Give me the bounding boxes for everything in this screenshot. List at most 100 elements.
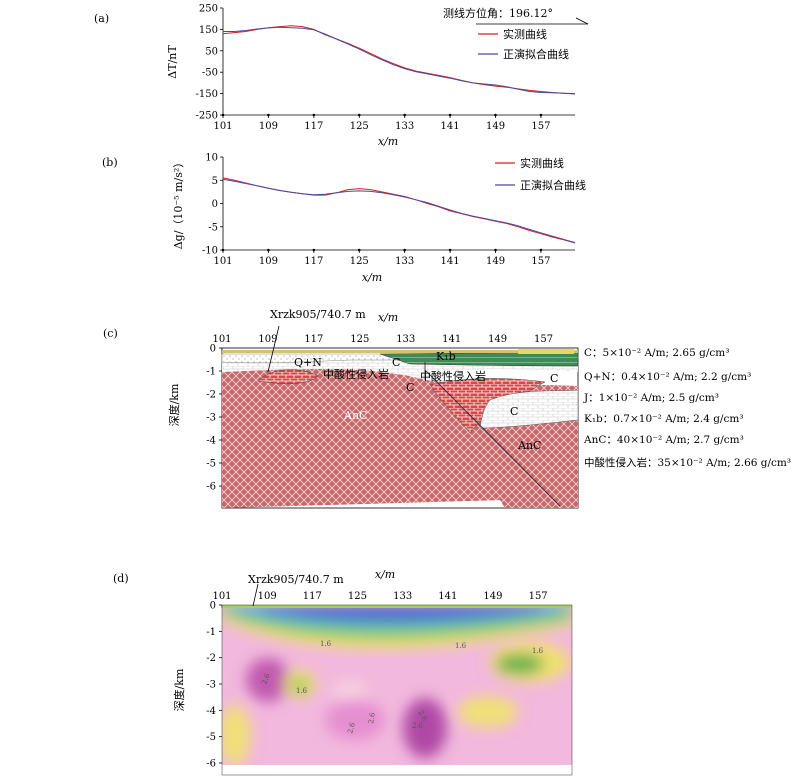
well-marker <box>267 325 280 373</box>
chart-b-ytick-label: 10 <box>205 153 218 164</box>
contour-label-1: 1.6 <box>320 640 332 648</box>
chart-b-xtick-dot <box>448 248 452 252</box>
prop-j: J：1×10⁻² A/m; 2.5 g/cm³ <box>583 392 719 404</box>
panel-b-ticks: 101 109 117 125 133 141 149 157 10 5 0 -5 -10 <box>202 153 551 268</box>
prop-qn: Q+N：0.4×10⁻² A/m; 2.2 g/cm³ <box>584 371 751 383</box>
panel-a-ylabel: ΔT/nT <box>166 45 179 79</box>
section-d-ytick-label: -4 <box>206 706 216 717</box>
panel-b-series <box>222 177 576 244</box>
contour-label-6: 2.6 <box>346 721 357 734</box>
section-d-xtick-label: 149 <box>483 591 502 602</box>
label-anc-2: AnC <box>517 439 541 452</box>
chart-b-series-forward <box>222 178 576 244</box>
chart-a-xtick-dot <box>357 113 361 117</box>
chart-a-xtick-label: 149 <box>486 121 505 132</box>
azimuth-arrow <box>575 17 589 25</box>
contour-label-9: 2.6 <box>412 722 424 730</box>
chart-b-xtick-label: 149 <box>486 256 505 267</box>
chart-a-xtick-dot <box>267 113 270 117</box>
panel-b-axes <box>222 157 575 251</box>
chart-b-xtick-dot <box>403 248 406 252</box>
chart-b-ytick-label: 5 <box>212 176 218 187</box>
chart-b-xtick-dot <box>267 248 270 252</box>
contour-label-2: 1.6 <box>455 642 467 650</box>
prop-k1b: K₁b：0.7×10⁻² A/m; 2.4 g/cm³ <box>584 413 744 425</box>
contour-label-7: 2.6 <box>367 711 377 724</box>
well-marker-d <box>252 583 259 607</box>
prop-anc: AnC：40×10⁻² A/m; 2.7 g/cm³ <box>583 434 744 446</box>
chart-a-xtick-dot <box>539 113 543 117</box>
density-inversion-map: 1.6 1.6 1.6 2.6 1.6 2.6 2.6 2.6 2.6 <box>222 605 572 765</box>
panel-d-frame <box>221 604 573 776</box>
section-d-xtick-label: 117 <box>303 591 322 602</box>
section-c-ytick-label: -5 <box>206 459 216 470</box>
label-intrusion-1: 中酸性侵入岩 <box>323 367 389 381</box>
section-d-ytick-label: 0 <box>210 601 216 612</box>
contour-label-4: 2.6 <box>260 672 272 686</box>
unit-j-surface <box>222 350 578 353</box>
section-c-xtick-label: 117 <box>304 334 323 345</box>
panel-b-xlabel: x/m <box>362 271 382 284</box>
section-d-xtick-label: 101 <box>212 591 231 602</box>
section-c-ytick-label: -6 <box>206 482 216 493</box>
panel-d-xlabel: x/m <box>375 568 395 581</box>
section-d-ytick-label: -3 <box>206 680 216 691</box>
label-intrusion-2: 中酸性侵入岩 <box>420 369 486 383</box>
section-d-ytick-label: -6 <box>206 759 216 770</box>
chart-a-xtick-label: 133 <box>395 121 414 132</box>
unit-c-lower <box>479 389 579 429</box>
chart-b-xtick-label: 125 <box>350 256 369 267</box>
panel-b: (b) Δg/（10⁻⁵ m/s²） 101 109 117 125 133 141 149… <box>102 153 586 285</box>
panel-a: (a) ΔT/nT 101 109 117 125 133 141 149 157 250 150… <box>94 4 589 148</box>
label-qn: Q+N <box>294 356 322 369</box>
chart-b-ytick-label: -10 <box>202 246 218 257</box>
section-c-xtick-label: 101 <box>212 334 231 345</box>
panel-d-ticks: 101 109 117 125 133 141 149 157 0 -1 -2 -3 -4 -5 -6 <box>206 591 547 770</box>
chart-a-ytick-label: 150 <box>199 25 218 36</box>
legend-b-measured: 实测曲线 <box>520 156 564 170</box>
chart-a-series-forward <box>223 26 576 95</box>
chart-b-xtick-label: 141 <box>441 256 460 267</box>
chart-a-xtick-dot <box>494 113 497 117</box>
chart-a-ytick-label: -50 <box>202 68 218 79</box>
unit-yellow-surface <box>518 349 574 354</box>
chart-b-xtick-label: 101 <box>213 256 232 267</box>
chart-a-xtick-label: 109 <box>259 121 278 132</box>
panel-d-well: Xrzk905/740.7 m <box>248 573 344 586</box>
panel-d: (d) Xrzk905/740.7 m x/m 深度/km 101 109 117 1… <box>113 568 573 776</box>
chart-b-xtick-dot <box>357 248 361 252</box>
legend-b-forward: 正演拟合曲线 <box>520 178 586 192</box>
chart-a-xtick-dot <box>403 113 406 117</box>
panel-a-series <box>222 25 576 95</box>
section-d-xtick-label: 133 <box>393 591 412 602</box>
section-c-xtick-label: 125 <box>350 334 369 345</box>
chart-b-ytick-label: -5 <box>208 222 218 233</box>
unit-k1b <box>379 351 579 367</box>
section-d-ytick-label: -5 <box>206 732 216 743</box>
chart-a-ytick-label: 50 <box>205 46 218 57</box>
panel-c: (c) Xrzk905/740.7 m x/m 深度/km 101 109 117 1… <box>103 308 791 509</box>
chart-b-xtick-label: 133 <box>395 256 414 267</box>
section-d-xtick-label: 157 <box>529 591 548 602</box>
panel-b-ylabel: Δg/（10⁻⁵ m/s²） <box>172 157 185 250</box>
section-c-xtick-label: 133 <box>396 334 415 345</box>
section-c-ytick-label: -4 <box>206 436 216 447</box>
chart-a-ytick-label: -150 <box>196 89 218 100</box>
panel-d-label: (d) <box>113 572 129 585</box>
label-k1b: K₁b <box>436 350 456 363</box>
section-c-ytick-label: 0 <box>210 344 216 355</box>
panel-c-ylabel: 深度/km <box>167 383 181 426</box>
section-d-xtick-label: 109 <box>258 591 277 602</box>
label-c-1: C <box>392 356 400 369</box>
label-c-3: C <box>406 381 414 394</box>
chart-a-xtick-label: 117 <box>304 121 323 132</box>
chart-a-xtick-label: 101 <box>213 121 232 132</box>
chart-b-xtick-label: 117 <box>304 256 323 267</box>
section-c-xtick-label: 149 <box>488 334 507 345</box>
section-d-xtick-label: 141 <box>438 591 457 602</box>
legend-a-measured: 实测曲线 <box>503 27 547 41</box>
panel-a-azimuth: 测线方位角：196.12° <box>443 6 553 20</box>
panel-c-label: (c) <box>103 327 118 340</box>
section-c-xtick-label: 141 <box>442 334 461 345</box>
